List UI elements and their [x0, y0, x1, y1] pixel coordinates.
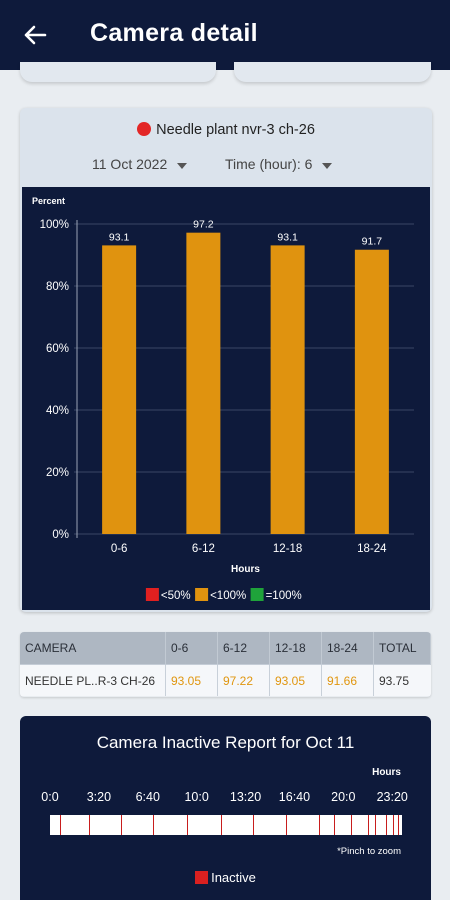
x-tick-label: 0-6: [111, 543, 128, 555]
legend-swatch: [195, 588, 209, 601]
inactive-mark: [375, 815, 377, 835]
time-value: Time (hour): 6: [225, 156, 313, 172]
x-tick-label: 6-12: [192, 543, 215, 555]
pinch-note: *Pinch to zoom: [337, 846, 401, 857]
inactive-report-title: Camera Inactive Report for Oct 11: [96, 733, 355, 752]
date-value: 11 Oct 2022: [92, 156, 168, 172]
inactive-swatch-icon: [195, 871, 209, 884]
inactive-mark: [398, 815, 400, 835]
bar-data-label: 93.1: [277, 231, 298, 243]
inactive-timeline[interactable]: [50, 815, 402, 835]
y-tick-label: 40%: [46, 405, 69, 417]
inactive-mark: [186, 815, 188, 835]
summary-card-left[interactable]: [20, 62, 216, 82]
table-header-cell: 0-6: [166, 632, 218, 664]
bar-data-label: 97.2: [193, 219, 214, 231]
y-tick-label: 0%: [52, 529, 69, 541]
table-header-cell: CAMERA: [20, 632, 166, 664]
table-cell: 97.22: [218, 665, 270, 696]
legend-swatch: [145, 588, 159, 601]
timeline-ticks: 0:0 3:20 6:40 10:0 13:20 16:40 20:0 23:20: [20, 790, 431, 806]
table-header-row: CAMERA 0-6 6-12 12-18 18-24 TOTAL: [20, 632, 431, 664]
timeline-tick-label: 3:20: [86, 790, 112, 804]
table-row[interactable]: NEEDLE PL..R-3 CH-26 93.05 97.22 93.05 9…: [20, 664, 431, 696]
table-cell: 93.05: [270, 665, 322, 696]
inactive-mark: [285, 815, 287, 835]
x-tick-label: 12-18: [273, 543, 302, 555]
table-cell-camera: NEEDLE PL..R-3 CH-26: [20, 665, 166, 696]
timeline-tick-label: 16:40: [278, 790, 311, 804]
timeline-tick-label: 10:0: [184, 790, 209, 804]
y-tick-label: 100%: [40, 219, 69, 231]
table-header-cell: TOTAL: [374, 632, 431, 664]
legend-label: <100%: [210, 590, 246, 602]
bar-6-12: [186, 232, 221, 534]
inactive-mark: [120, 815, 122, 835]
y-tick-label: 80%: [46, 281, 69, 293]
chevron-down-icon: [322, 162, 333, 169]
time-dropdown[interactable]: Time (hour): 6: [225, 156, 333, 172]
bar-data-label: 91.7: [362, 236, 383, 248]
status-dot-icon: [137, 122, 152, 136]
inactive-mark: [393, 815, 395, 835]
table-cell: 93.05: [166, 665, 218, 696]
date-dropdown[interactable]: 11 Oct 2022: [92, 156, 188, 172]
percent-table: CAMERA 0-6 6-12 12-18 18-24 TOTAL NEEDLE…: [20, 632, 431, 697]
y-tick-label: 20%: [46, 467, 69, 479]
timeline-tick-label: 23:20: [376, 790, 408, 804]
inactive-report-card: Camera Inactive Report for Oct 11 Hours …: [20, 716, 431, 900]
inactive-mark: [59, 815, 61, 835]
table-header-cell: 6-12: [218, 632, 270, 664]
camera-name: Needle plant nvr-3 ch-26: [156, 122, 315, 138]
inactive-mark: [367, 815, 369, 835]
bar-12-18: [270, 245, 305, 534]
timeline-tick-label: 20:0: [331, 790, 356, 804]
chevron-down-icon: [177, 162, 188, 169]
inactive-mark: [350, 815, 352, 835]
inactive-mark: [152, 815, 154, 835]
inactive-mark: [386, 815, 388, 835]
bar-18-24: [354, 249, 389, 535]
legend-swatch: [250, 588, 264, 601]
bar-chart-svg: Percent 0% 20% 40% 60% 80% 100% 93.1 0-6 97.2 6-12…: [32, 196, 414, 602]
inactive-legend-label: Inactive: [211, 870, 256, 885]
bar-chart: Percent 0% 20% 40% 60% 80% 100% 93.1 0-6 97.2 6-12…: [22, 187, 430, 610]
timeline-tick-label: 6:40: [135, 790, 160, 804]
x-axis-label: Hours: [231, 564, 260, 575]
app-bar: Camera detail: [0, 0, 450, 70]
inactive-mark: [318, 815, 320, 835]
y-axis-label: Percent: [32, 196, 65, 206]
back-button[interactable]: [20, 18, 50, 52]
table-cell: 91.66: [322, 665, 374, 696]
page-title: Camera detail: [90, 19, 258, 47]
bar-data-label: 93.1: [109, 231, 130, 243]
bar-0-6: [102, 245, 137, 534]
legend-label: =100%: [266, 590, 302, 602]
table-header-cell: 12-18: [270, 632, 322, 664]
timeline-tick-label: 13:20: [229, 790, 262, 804]
timeline-tick-label: 0:0: [41, 790, 59, 804]
summary-card-right[interactable]: [234, 62, 431, 82]
camera-chart-card: Needle plant nvr-3 ch-26 11 Oct 2022 Tim…: [20, 108, 432, 612]
inactive-mark: [252, 815, 254, 835]
inactive-legend: Inactive: [20, 870, 431, 885]
hours-axis-label: Hours: [372, 767, 401, 778]
arrow-left-icon: [24, 25, 47, 45]
inactive-mark: [221, 815, 223, 835]
inactive-mark: [333, 815, 335, 835]
legend-label: <50%: [161, 590, 191, 602]
table-cell-total: 93.75: [379, 673, 410, 688]
inactive-mark: [89, 815, 91, 835]
table-header-cell: 18-24: [322, 632, 374, 664]
x-tick-label: 18-24: [357, 543, 387, 555]
camera-header: Needle plant nvr-3 ch-26: [20, 122, 432, 138]
y-tick-label: 60%: [46, 343, 69, 355]
